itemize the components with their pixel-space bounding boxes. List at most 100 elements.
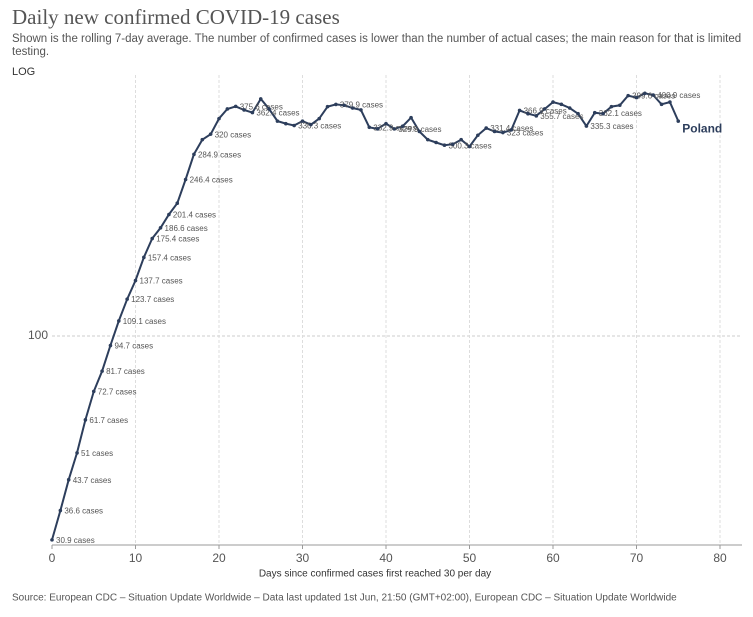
point: [309, 122, 313, 127]
point: [108, 343, 113, 348]
point: [142, 255, 146, 260]
point: [342, 103, 347, 108]
point: [467, 144, 472, 149]
value-label: 335.3 cases: [590, 122, 633, 131]
point: [584, 124, 589, 128]
point: [442, 143, 447, 147]
point: [292, 123, 296, 128]
value-label: 81.7 cases: [106, 367, 145, 376]
point: [409, 115, 413, 120]
value-label: 186.6 cases: [165, 224, 208, 233]
point: [451, 142, 455, 147]
point: [634, 95, 639, 100]
point: [668, 100, 672, 104]
point: [275, 119, 280, 123]
point: [384, 121, 388, 126]
value-label: 362.4 cases: [256, 109, 299, 118]
point: [651, 93, 655, 97]
point: [425, 137, 430, 142]
value-label: 36.6 cases: [64, 507, 103, 516]
value-label: 51 cases: [81, 449, 113, 458]
value-label: 94.7 cases: [114, 342, 153, 351]
point: [643, 91, 647, 96]
point: [659, 102, 664, 107]
value-label: 355.7 cases: [540, 112, 583, 121]
value-label: 43.7 cases: [73, 476, 112, 485]
value-label: 246.4 cases: [190, 176, 233, 185]
point: [75, 451, 79, 455]
point: [492, 129, 497, 134]
x-tick-label: 40: [379, 551, 393, 565]
point: [626, 93, 630, 98]
value-label: 61.7 cases: [89, 416, 128, 425]
point: [317, 116, 322, 121]
point: [559, 102, 564, 107]
point: [534, 114, 539, 118]
point: [175, 201, 180, 205]
point: [250, 110, 255, 115]
point: [367, 125, 372, 130]
chart-subtitle: Shown is the rolling 7-day average. The …: [12, 33, 742, 58]
point: [217, 116, 221, 121]
value-label: 366.9 cases: [524, 107, 567, 116]
point: [233, 104, 238, 109]
point: [208, 132, 213, 136]
value-label: 175.4 cases: [156, 235, 199, 244]
value-label: 336.3 cases: [298, 122, 341, 131]
scale-toggle[interactable]: LOG: [12, 66, 35, 78]
point: [50, 538, 54, 542]
point: [484, 126, 489, 130]
point: [609, 104, 614, 109]
point: [517, 108, 522, 113]
value-label: 30.9 cases: [56, 536, 95, 545]
series-line: [51, 92, 680, 541]
value-label: 201.4 cases: [173, 211, 216, 220]
point: [150, 236, 154, 241]
x-axis-label: Days since confirmed cases first reached…: [259, 569, 491, 580]
point: [183, 177, 188, 182]
point: [459, 137, 463, 142]
x-tick-label: 20: [212, 551, 226, 565]
point: [200, 137, 205, 142]
point: [158, 225, 163, 230]
value-label: 362.1 cases: [599, 109, 642, 118]
point: [359, 108, 363, 112]
point: [618, 103, 622, 108]
subtitle-box: Shown is the rolling 7-day average. The …: [12, 33, 742, 58]
x-tick-label: 60: [546, 551, 560, 565]
x-tick-label: 10: [129, 551, 143, 565]
chart-title: Daily new confirmed COVID-19 cases: [12, 5, 340, 29]
point: [225, 107, 230, 111]
x-tick-label: 70: [630, 551, 644, 565]
point: [350, 106, 355, 110]
point: [192, 152, 196, 157]
point: [417, 129, 422, 134]
point: [242, 108, 246, 112]
point: [125, 297, 129, 301]
value-label: 323 cases: [507, 129, 543, 138]
point: [325, 104, 330, 109]
source: Source: European CDC – Situation Update …: [12, 593, 677, 604]
point: [300, 119, 305, 123]
point: [501, 130, 505, 135]
point: [542, 107, 547, 111]
point: [476, 133, 480, 138]
point: [133, 278, 138, 283]
point: [526, 111, 530, 116]
point: [258, 97, 263, 101]
y-tick-label: 100: [28, 328, 48, 342]
point: [58, 508, 63, 513]
point: [676, 119, 681, 123]
value-label: 400.9 cases: [657, 91, 700, 100]
point: [551, 100, 555, 104]
point: [284, 121, 288, 126]
value-label: 109.1 cases: [123, 317, 166, 326]
value-label: 379.9 cases: [340, 100, 383, 109]
x-tick-label: 30: [296, 551, 310, 565]
point: [117, 319, 121, 323]
point: [66, 477, 71, 482]
value-label: 137.7 cases: [140, 277, 183, 286]
point: [267, 107, 271, 111]
value-label: 329.9 cases: [398, 125, 441, 134]
